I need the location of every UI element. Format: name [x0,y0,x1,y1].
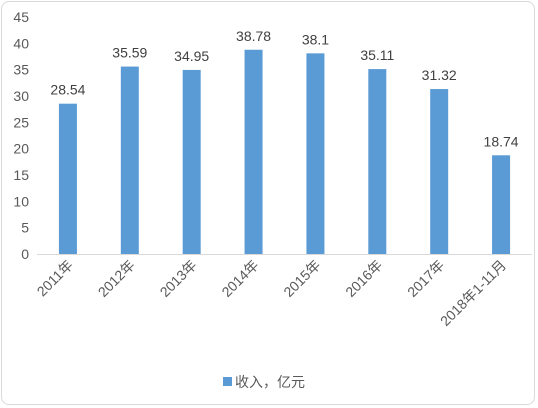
y-tick-label: 15 [13,167,29,183]
x-tick-label: 2015年 [280,257,323,300]
x-tick-label: 2012年 [95,257,138,300]
x-tick-label: 2016年 [342,257,385,300]
y-tick-label: 0 [21,246,29,262]
bar [182,69,201,255]
bar [306,53,325,255]
data-label: 35.11 [360,47,394,63]
y-tick-label: 20 [13,141,29,157]
legend-swatch [223,377,232,386]
bars-group [58,49,511,255]
bar [368,69,387,254]
y-tick-label: 35 [13,62,29,78]
data-labels-group: 28.54 35.59 34.95 38.78 38.1 35.11 31.32 18.74 [50,28,518,150]
data-label: 18.74 [484,133,519,149]
y-tick-label: 40 [13,35,29,51]
bar [244,49,263,254]
bar [430,89,449,254]
y-tick-label: 5 [21,220,29,236]
x-tick-label: 2013年 [157,257,200,300]
bar [492,155,511,254]
y-tick-label: 10 [13,193,29,209]
data-label: 38.1 [302,31,329,47]
data-label: 38.78 [236,28,271,44]
data-label: 34.95 [174,48,209,64]
y-tick-label: 30 [13,88,29,104]
data-label: 31.32 [422,67,457,83]
legend-label: 收入，亿元 [235,375,305,391]
bar [58,103,77,254]
x-tick-label: 2011年 [34,257,77,300]
data-label: 35.59 [112,45,147,61]
y-tick-label: 25 [13,114,29,130]
y-tick-label: 45 [13,9,29,25]
data-label: 28.54 [50,82,85,98]
x-axis: 2011年 2012年 2013年 2014年 2015年 2016年 2017年2018年… [34,257,510,329]
y-axis: 0 5 10 15 20 25 30 35 40 45 [13,9,29,262]
x-tick-label: 2017年 [404,257,447,300]
x-tick-label: 2018年1-11月 [437,257,509,329]
bar [120,66,139,255]
legend: 收入，亿元 [223,375,305,391]
x-tick-label: 2014年 [218,257,261,300]
